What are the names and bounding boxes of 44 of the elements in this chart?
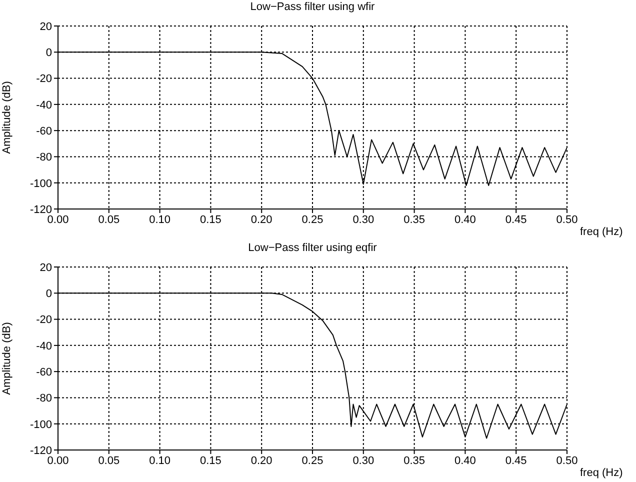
x-tick-label: 0.15: [200, 454, 222, 467]
x-tick-label: 0.10: [149, 454, 171, 467]
y-tick-label: 20: [40, 262, 52, 274]
y-tick-label: -100: [30, 178, 52, 190]
x-tick-label: 0.30: [352, 214, 374, 226]
x-tick-label: 0.25: [302, 454, 324, 467]
y-tick-label: 0: [46, 47, 52, 60]
y-tick-label: -60: [36, 366, 52, 378]
x-axis-title: freq (Hz): [580, 226, 623, 239]
x-tick-label: 0.05: [98, 454, 120, 467]
chart-title: Low−Pass filter using wfir: [249, 1, 376, 13]
y-tick-label: -100: [30, 418, 52, 431]
x-tick-label: 0.45: [505, 454, 527, 467]
x-tick-label: 0.45: [505, 214, 527, 226]
y-tick-label: -20: [36, 73, 52, 86]
y-axis-title: Amplitude (dB): [0, 322, 13, 395]
x-tick-label: 0.40: [454, 454, 476, 467]
y-axis-title: Amplitude (dB): [0, 81, 13, 154]
x-tick-label: 0.00: [47, 454, 69, 467]
x-tick-label: 0.30: [352, 454, 374, 467]
x-tick-label: 0.20: [250, 454, 272, 467]
x-tick-label: 0.20: [250, 214, 272, 226]
x-tick-label: 0.10: [149, 214, 171, 226]
x-tick-label: 0.25: [302, 214, 324, 226]
x-tick-label: 0.50: [556, 214, 578, 226]
y-tick-label: -20: [36, 314, 52, 326]
y-tick-label: -40: [36, 340, 52, 352]
y-tick-label: -60: [36, 125, 52, 138]
x-tick-label: 0.15: [200, 214, 222, 226]
x-tick-label: 0.35: [404, 454, 426, 467]
x-tick-label: 0.05: [98, 214, 120, 226]
y-tick-label: -120: [30, 444, 52, 457]
y-tick-label: 20: [40, 20, 52, 33]
y-tick-label: -40: [36, 99, 52, 112]
chart-title: Low−Pass filter using eqfir: [247, 242, 378, 254]
x-axis-title: freq (Hz): [580, 467, 623, 480]
x-tick-label: 0.35: [404, 214, 426, 226]
y-tick-label: -80: [36, 392, 52, 405]
y-tick-label: -120: [30, 204, 52, 216]
y-tick-label: -80: [36, 152, 52, 164]
x-tick-label: 0.40: [454, 214, 476, 226]
x-tick-label: 0.00: [47, 214, 69, 226]
x-tick-label: 0.50: [556, 454, 578, 467]
y-tick-label: 0: [46, 288, 52, 300]
